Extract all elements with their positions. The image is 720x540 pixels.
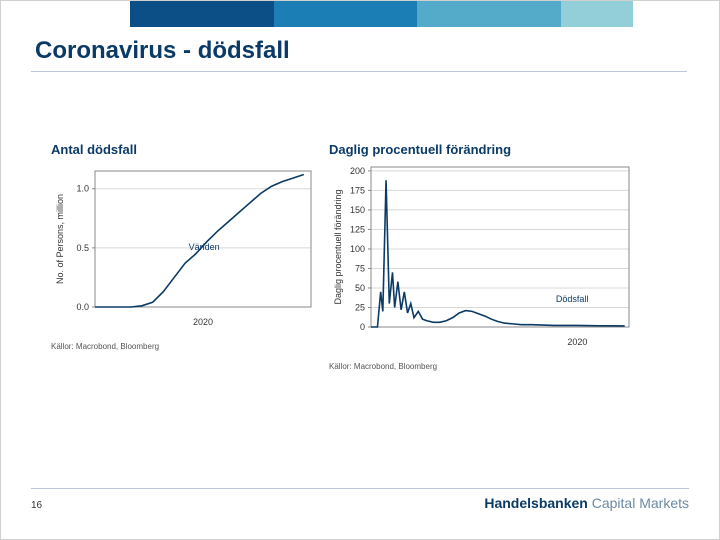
svg-text:150: 150 <box>350 205 365 215</box>
brand-light: Capital Markets <box>588 495 689 511</box>
svg-text:Dödsfall: Dödsfall <box>556 294 589 304</box>
svg-text:2020: 2020 <box>567 337 587 347</box>
svg-text:25: 25 <box>355 302 365 312</box>
stripe-4 <box>561 1 633 27</box>
right-chart: 0 25 50 75 100 125 150 175 200 Daglig procentuell… <box>329 163 639 358</box>
svg-text:100: 100 <box>350 244 365 254</box>
svg-text:0.5: 0.5 <box>76 243 89 253</box>
svg-text:200: 200 <box>350 166 365 176</box>
svg-text:75: 75 <box>355 263 365 273</box>
brand-bold: Handelsbanken <box>484 495 587 511</box>
svg-text:50: 50 <box>355 283 365 293</box>
svg-text:No. of Persons, million: No. of Persons, million <box>55 194 65 284</box>
svg-text:1.0: 1.0 <box>76 184 89 194</box>
right-panel: Daglig procentuell förändring 0 25 50 75 100… <box>329 142 639 371</box>
page-title: Coronavirus - dödsfall <box>35 37 719 65</box>
left-chart: 0.0 0.5 1.0 No. of Persons, million 2020 Värl… <box>51 163 321 338</box>
stripe-5 <box>633 1 719 27</box>
stripe-2 <box>274 1 418 27</box>
page-number: 16 <box>31 500 42 511</box>
right-chart-svg: 0 25 50 75 100 125 150 175 200 Daglig procentuell… <box>329 163 639 353</box>
top-stripe-bar <box>1 1 719 27</box>
footer: 16 Handelsbanken Capital Markets <box>31 488 689 511</box>
stripe-1 <box>130 1 274 27</box>
svg-text:175: 175 <box>350 185 365 195</box>
right-chart-title: Daglig procentuell förändring <box>329 142 639 157</box>
title-row: Coronavirus - dödsfall <box>1 27 719 71</box>
svg-text:0: 0 <box>360 322 365 332</box>
svg-text:125: 125 <box>350 224 365 234</box>
stripe-3 <box>417 1 561 27</box>
brand-logo: Handelsbanken Capital Markets <box>484 495 689 511</box>
left-chart-title: Antal dödsfall <box>51 142 321 157</box>
svg-text:2020: 2020 <box>193 317 213 327</box>
left-chart-svg: 0.0 0.5 1.0 No. of Persons, million 2020 Värl… <box>51 163 321 333</box>
charts-container: Antal dödsfall 0.0 0.5 1.0 No. of Persons, … <box>1 72 719 371</box>
svg-text:Världen: Världen <box>189 242 220 252</box>
left-panel: Antal dödsfall 0.0 0.5 1.0 No. of Persons, … <box>51 142 321 371</box>
left-chart-source: Källor: Macrobond, Bloomberg <box>51 342 321 351</box>
stripe-0 <box>1 1 130 27</box>
svg-text:0.0: 0.0 <box>76 302 89 312</box>
right-chart-source: Källor: Macrobond, Bloomberg <box>329 362 639 371</box>
svg-text:Daglig procentuell förändring: Daglig procentuell förändring <box>333 189 343 304</box>
